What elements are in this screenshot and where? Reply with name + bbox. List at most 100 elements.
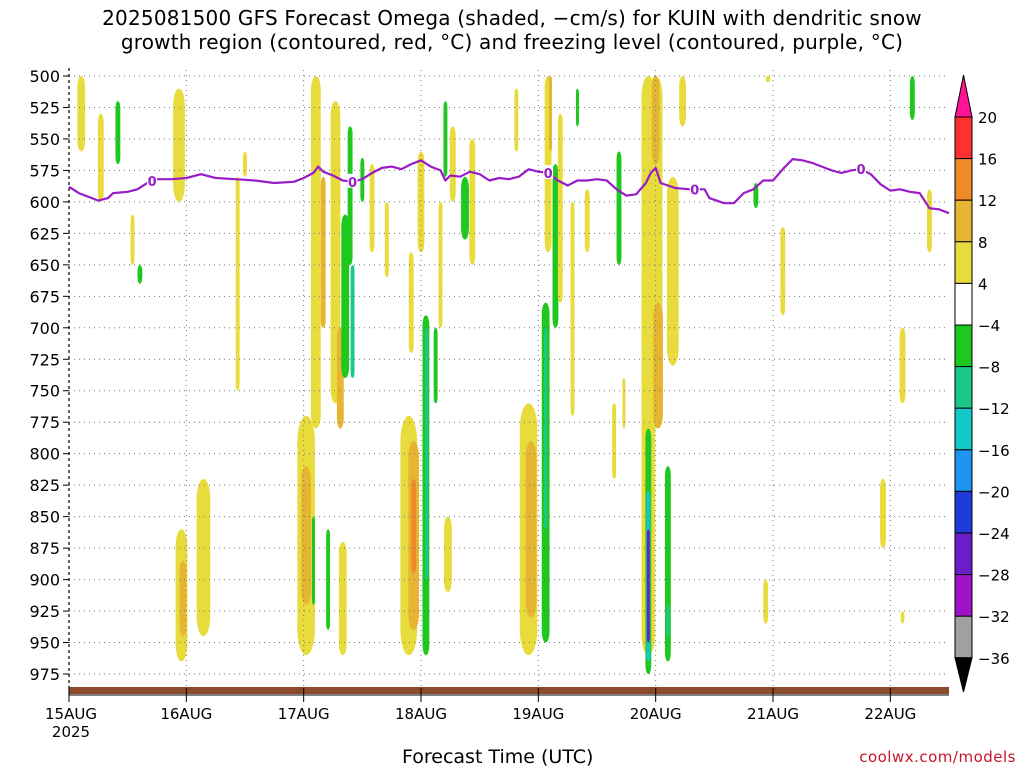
x-tick-label: 15AUG: [45, 705, 97, 723]
y-tick-label: 950: [29, 634, 60, 653]
axes: 500 525 550 575 600 625 650 675 700 725 750 775 800 8…: [29, 67, 949, 741]
colorbar-segment: [954, 532, 973, 576]
omega-region: [311, 76, 321, 429]
x-tick-label: 21AUG: [747, 705, 799, 723]
freezing-level-contour: 0 0 0 0 0: [68, 158, 950, 215]
omega-region: [384, 201, 389, 278]
omega-region: [425, 327, 429, 580]
omega-region: [666, 604, 670, 637]
colorbar-top-arrow: [954, 74, 973, 118]
omega-region: [552, 164, 559, 328]
omega-region: [130, 214, 135, 265]
y-tick-label: 650: [29, 256, 60, 275]
omega-region: [646, 529, 650, 643]
colorbar-segment: [954, 407, 973, 451]
omega-region: [525, 441, 537, 618]
colorbar-segment: [954, 158, 973, 201]
omega-region: [909, 76, 915, 121]
y-tick-label: 625: [29, 224, 60, 243]
freezing-level-label: 0: [544, 167, 553, 182]
omega-region: [899, 327, 906, 404]
omega-region: [666, 176, 679, 366]
omega-region: [433, 327, 438, 404]
omega-region: [679, 76, 686, 127]
colorbar-segment: [954, 449, 973, 492]
y-tick-label: 900: [29, 571, 60, 590]
colorbar-label: −16: [978, 442, 1010, 460]
y-tick-label: 700: [29, 319, 60, 338]
y-tick-label: 675: [29, 287, 60, 306]
y-tick-label: 500: [29, 67, 60, 86]
omega-region: [575, 88, 579, 127]
colorbar-segment: [954, 366, 973, 409]
colorbar-label: 12: [978, 192, 997, 210]
colorbar-bottom-arrow: [954, 657, 973, 693]
colorbar-label: 8: [978, 234, 988, 252]
credit-link[interactable]: coolwx.com/models: [859, 748, 1016, 766]
omega-region: [341, 214, 350, 379]
omega-region: [369, 164, 375, 253]
freezing-level-label: 0: [690, 183, 699, 198]
colorbar-label: −8: [978, 359, 1000, 377]
ground-surface: [69, 687, 949, 694]
omega-region: [570, 201, 575, 416]
x-tick-label: 16AUG: [160, 705, 212, 723]
y-tick-label: 925: [29, 602, 60, 621]
omega-region: [235, 176, 240, 391]
colorbar-label: 4: [978, 275, 988, 293]
omega-region: [514, 88, 519, 152]
colorbar-label: −28: [978, 567, 1010, 585]
x-tick-label: 22AUG: [864, 705, 916, 723]
omega-region: [243, 151, 247, 177]
chart-title: 2025081500 GFS Forecast Omega (shaded, −…: [0, 6, 1024, 54]
freezing-level-label-bg: [543, 164, 554, 179]
omega-region: [653, 302, 663, 429]
omega-region: [900, 611, 905, 624]
x-axis-label: Forecast Time (UTC): [402, 746, 594, 768]
y-tick-label: 825: [29, 476, 60, 495]
omega-region: [612, 403, 617, 479]
omega-region: [443, 516, 452, 593]
omega-region: [449, 126, 456, 202]
colorbar-segment: [954, 574, 973, 617]
x-tick-label: 20AUG: [630, 705, 682, 723]
omega-region: [326, 529, 331, 630]
x-tick-label: 18AUG: [395, 705, 447, 723]
omega-region: [350, 264, 355, 379]
omega-region: [338, 541, 347, 656]
colorbar-label: −20: [978, 483, 1010, 501]
freezing-level-label: 0: [148, 175, 157, 190]
colorbar: 20 16 12 8 4 −4 −8 −12 −16 −20 −24 −28 −32 −36: [954, 74, 1010, 693]
colorbar-segment: [954, 282, 973, 326]
y-tick-label: 850: [29, 508, 60, 527]
omega-region: [557, 113, 563, 303]
omega-region: [927, 189, 932, 253]
colorbar-segment: [954, 490, 973, 534]
omega-region: [97, 113, 104, 202]
y-tick-label: 875: [29, 539, 60, 558]
omega-region: [411, 478, 417, 574]
grid-lines: [69, 70, 949, 690]
omega-region: [137, 264, 143, 284]
colorbar-label: 16: [978, 151, 997, 169]
x-tick-sublabel: 2025: [52, 723, 90, 741]
omega-region: [765, 76, 771, 83]
y-tick-label: 600: [29, 193, 60, 212]
omega-region: [196, 478, 211, 637]
omega-region: [780, 227, 786, 316]
omega-region: [77, 76, 86, 152]
x-tick-label: 19AUG: [512, 705, 564, 723]
colorbar-segment: [954, 199, 973, 243]
freezing-level-label-bg: [689, 181, 700, 196]
colorbar-label: −12: [978, 400, 1010, 418]
y-tick-label: 975: [29, 665, 60, 684]
colorbar-label: −4: [978, 317, 1000, 335]
omega-region: [173, 88, 185, 202]
y-tick-label: 575: [29, 161, 60, 180]
omega-region: [544, 327, 548, 530]
omega-region: [443, 101, 448, 177]
title-line-1: 2025081500 GFS Forecast Omega (shaded, −…: [102, 6, 922, 30]
freezing-level-label-bg: [347, 173, 358, 188]
colorbar-segment: [954, 615, 973, 659]
